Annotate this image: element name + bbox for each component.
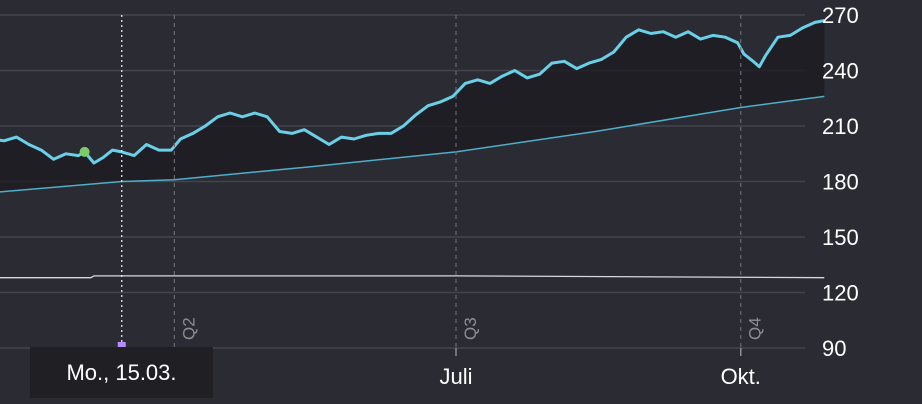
y-tick-label-210: 210 bbox=[822, 114, 859, 139]
x-axis: Juli Okt. bbox=[439, 348, 761, 389]
highlight-point[interactable] bbox=[79, 146, 90, 157]
y-axis: 270 240 210 180 150 120 90 bbox=[822, 3, 859, 361]
quarter-label-q3: Q3 bbox=[461, 317, 480, 340]
quarter-label-q2: Q2 bbox=[179, 317, 198, 340]
moving-average-line bbox=[0, 95, 825, 193]
crosshair-date-tooltip: Mo., 15.03. bbox=[30, 347, 213, 398]
x-tick-label-okt: Okt. bbox=[721, 364, 761, 389]
y-tick-label-120: 120 bbox=[822, 281, 859, 306]
quarter-label-q4: Q4 bbox=[746, 317, 765, 340]
x-tick-label-juli: Juli bbox=[439, 364, 472, 389]
price-line bbox=[0, 19, 825, 165]
quarter-layer: Q2 Q3 Q4 bbox=[173, 15, 765, 348]
crosshair bbox=[79, 15, 126, 348]
y-tick-label-270: 270 bbox=[822, 3, 859, 28]
lower-band-line bbox=[0, 275, 825, 279]
y-tick-label-180: 180 bbox=[822, 170, 859, 195]
series-layer bbox=[0, 19, 825, 279]
y-tick-label-150: 150 bbox=[822, 225, 859, 250]
y-tick-label-240: 240 bbox=[822, 59, 859, 84]
price-area-fill bbox=[0, 20, 825, 192]
crosshair-marker bbox=[117, 342, 126, 348]
area-layer bbox=[0, 20, 825, 192]
y-tick-label-90: 90 bbox=[822, 336, 846, 361]
